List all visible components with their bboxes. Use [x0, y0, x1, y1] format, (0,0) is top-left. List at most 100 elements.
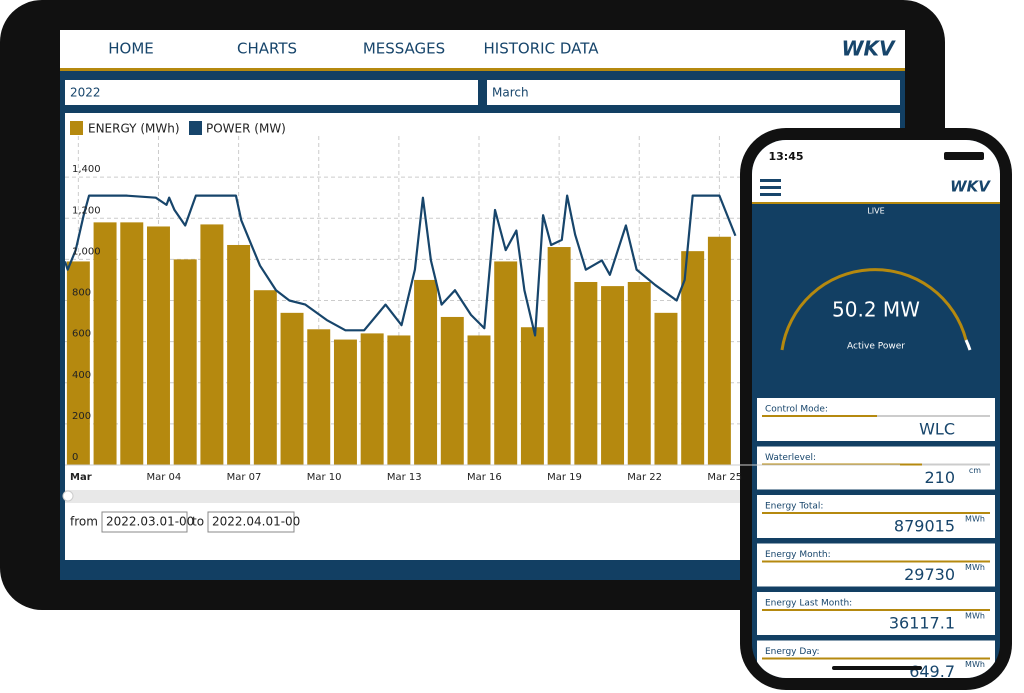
card-bar-fill: [762, 512, 990, 514]
nav-item[interactable]: HISTORIC DATA: [484, 40, 600, 58]
legend-label[interactable]: ENERGY (MWh): [88, 122, 180, 136]
x-tick-label: Mar 10: [307, 472, 342, 483]
gauge-rest: [964, 339, 972, 351]
bar: [414, 279, 438, 465]
logo: WKV: [950, 178, 991, 196]
bar: [253, 290, 277, 465]
card-bar-fill: [762, 415, 877, 417]
bar: [547, 247, 571, 465]
range-from: 2022.03.01-00: [106, 515, 194, 529]
bar: [307, 329, 331, 465]
card-label: Energy Last Month:: [765, 599, 852, 609]
bar: [227, 244, 251, 465]
y-tick-label: 1,400: [72, 164, 101, 175]
y-tick-label: 0: [72, 452, 78, 463]
card-value: 879015: [894, 517, 955, 536]
card-bar-fill: [762, 657, 990, 660]
x-tick-label: Mar 04: [146, 472, 181, 483]
card-label: Waterlevel:: [765, 453, 816, 463]
menu-icon[interactable]: [760, 179, 781, 196]
nav-item[interactable]: CHARTS: [237, 40, 297, 58]
card-bar-fill: [762, 609, 990, 611]
bar: [467, 335, 491, 465]
tablet-header: [60, 30, 905, 68]
card-label: Energy Day:: [765, 647, 820, 657]
x-tick-label: Mar 16: [467, 472, 502, 483]
card-bar-fill: [762, 560, 990, 563]
bar: [654, 312, 678, 465]
y-tick-label: 1,000: [72, 246, 101, 257]
bar: [440, 316, 464, 465]
navigator[interactable]: [65, 490, 900, 503]
power-line: [65, 194, 737, 337]
logo: WKV: [841, 37, 896, 61]
card-label: Control Mode:: [765, 405, 828, 415]
gauge-label: Active Power: [847, 342, 905, 352]
bar: [574, 281, 598, 465]
range-to: 2022.04.01-00: [212, 515, 300, 529]
bar: [494, 261, 518, 465]
card-unit: cm: [969, 466, 981, 475]
legend-swatch: [70, 121, 83, 135]
card-value: 36117.1: [889, 614, 955, 633]
bar: [387, 335, 411, 465]
card-unit: MWh: [965, 563, 985, 572]
header-rule: [60, 68, 905, 71]
card-value: WLC: [919, 420, 955, 439]
card: [757, 446, 995, 490]
card: [757, 495, 995, 538]
gauge-arc: [780, 268, 968, 351]
bar: [66, 261, 90, 465]
phone-header: [752, 140, 1000, 202]
range-input[interactable]: [101, 511, 188, 533]
x-tick-label: Mar 07: [227, 472, 262, 483]
card-unit: MWh: [965, 660, 985, 669]
phone-screen: 13:45 WKV LIVE 50.2 MW Active Power Cont…: [752, 140, 1000, 678]
bar: [120, 222, 144, 465]
card: [757, 398, 995, 441]
bar: [360, 333, 384, 465]
legend-label[interactable]: POWER (MW): [206, 122, 286, 136]
card: [757, 543, 995, 587]
year-value: 2022: [70, 86, 101, 100]
bar: [601, 286, 625, 465]
bar: [707, 236, 731, 465]
x-tick-label: Mar 22: [627, 472, 662, 483]
y-tick-label: 800: [72, 288, 91, 299]
card-unit: MWh: [965, 515, 985, 524]
status-time: 13:45: [768, 150, 803, 163]
x-tick-label: Mar 13: [387, 472, 422, 483]
month-select[interactable]: [487, 80, 900, 105]
status-icons: [944, 152, 984, 160]
y-tick-label: 1,200: [72, 205, 101, 216]
bar: [333, 339, 357, 465]
x-tick-label: Mar 19: [547, 472, 582, 483]
bar: [520, 327, 544, 465]
nav-item[interactable]: MESSAGES: [363, 40, 445, 58]
navigator-handle[interactable]: [62, 490, 74, 502]
plot: 0 200 400 600 800 1,000 1,200 1,400: [65, 136, 900, 466]
nav-item[interactable]: HOME: [108, 40, 154, 58]
card-unit: MWh: [965, 612, 985, 621]
x-tick-label: Mar 25: [707, 472, 742, 483]
bar: [280, 312, 304, 465]
card-label: Energy Month:: [765, 550, 831, 560]
range-label: from: [70, 515, 98, 529]
year-select[interactable]: [65, 80, 478, 105]
live-label: LIVE: [867, 207, 884, 216]
gauge-value: 50.2 MW: [832, 298, 920, 322]
card-value: 210: [924, 468, 955, 487]
card-label: Energy Total:: [765, 502, 823, 512]
header-rule: [752, 202, 1000, 204]
month-value: March: [492, 86, 529, 100]
bar: [681, 251, 705, 465]
bar: [93, 222, 117, 465]
y-tick-label: 200: [72, 411, 91, 422]
y-tick-label: 600: [72, 329, 91, 340]
card-value: 29730: [904, 565, 955, 584]
bar: [146, 226, 170, 465]
bar: [627, 281, 651, 465]
home-indicator: [832, 666, 922, 670]
range-input[interactable]: [207, 511, 295, 533]
